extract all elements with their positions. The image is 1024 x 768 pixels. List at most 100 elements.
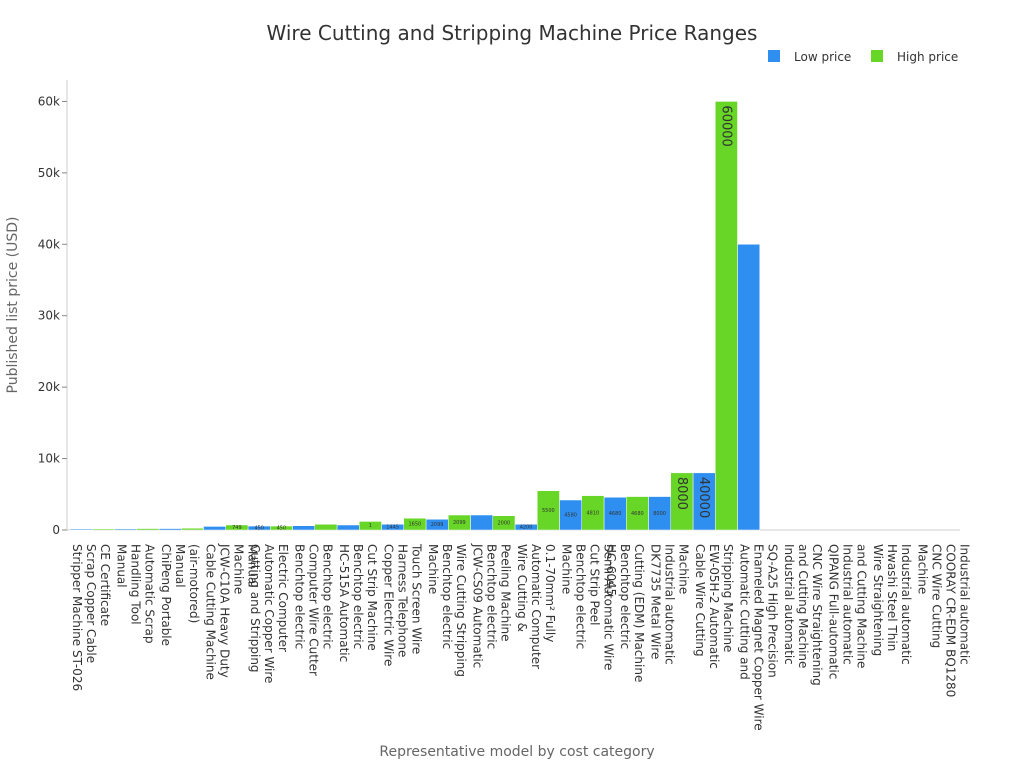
x-category-label: Manual bbox=[115, 544, 129, 588]
x-category-label: QIPANG Full-automatic bbox=[827, 544, 841, 679]
x-category-label: HC-6045 bbox=[604, 544, 618, 596]
low-price-data-label: 8000 bbox=[653, 511, 666, 517]
x-category-label: DK7735 Metal Wire bbox=[649, 544, 663, 659]
y-tick-label: 40k bbox=[38, 237, 60, 251]
low-price-bar bbox=[158, 528, 182, 531]
x-category-label: Stripper Machine ST-026 bbox=[70, 544, 84, 691]
high-price-bar bbox=[136, 528, 160, 531]
high-price-bar bbox=[715, 101, 738, 531]
low-price-bar bbox=[69, 529, 93, 531]
x-axis-labels: Stripper Machine ST-026 Scrap Copper Cabl… bbox=[70, 543, 972, 731]
x-category-label: Electric Computer bbox=[276, 544, 290, 652]
high-price-bar bbox=[181, 527, 204, 531]
x-category-label: Cut Strip Peel bbox=[588, 544, 602, 625]
x-category-label: Handling Tool bbox=[129, 544, 143, 625]
low-price-data-label: 4680 bbox=[609, 511, 622, 517]
high-price-data-label: 8000 bbox=[674, 477, 689, 510]
low-price-data-label: 4580 bbox=[564, 513, 577, 519]
y-tick-label: 30k bbox=[38, 309, 60, 323]
x-category-label: Cutting and Stripping bbox=[248, 544, 262, 673]
x-category-label: Automatic Copper Wire bbox=[262, 544, 276, 683]
legend-swatch-high bbox=[871, 50, 883, 62]
x-category-label: Machine bbox=[916, 544, 930, 594]
x-category-label: Cable Wire Cutting bbox=[693, 544, 707, 657]
x-category-label: (air-motored) bbox=[187, 544, 201, 623]
legend-label-low: Low price bbox=[794, 50, 851, 64]
x-category-label: Benchtop electric bbox=[351, 544, 365, 649]
low-price-data-label: 1445 bbox=[386, 525, 399, 531]
x-category-label: Automatic Cutting and bbox=[738, 544, 752, 680]
x-category-label: Industrial automatic bbox=[958, 544, 972, 665]
x-category-label: Scrap Copper Cable bbox=[84, 544, 98, 663]
high-price-data-label: 5500 bbox=[542, 508, 555, 514]
x-category-label: JCW-C10A Heavy Duty bbox=[218, 543, 232, 678]
x-category-label: Automatic Scrap bbox=[143, 544, 157, 643]
high-price-data-label: 60000 bbox=[718, 105, 733, 146]
y-tick-label: 50k bbox=[38, 166, 60, 180]
low-price-bar bbox=[114, 528, 137, 531]
x-category-label: Industrial automatic bbox=[899, 544, 913, 665]
low-price-bar bbox=[203, 526, 226, 531]
x-category-label: Hwashi Steel Thin bbox=[885, 544, 899, 651]
low-price-data-label: 2099 bbox=[431, 522, 444, 528]
low-price-bar bbox=[470, 514, 493, 531]
x-category-label: Stripping Machine bbox=[721, 544, 735, 652]
high-price-data-label: 4810 bbox=[587, 510, 600, 516]
y-axis-ticks: 0 10k 20k 30k 40k 50k 60k bbox=[38, 94, 67, 537]
low-price-data-label: 40000 bbox=[696, 477, 711, 518]
high-price-data-label: 4680 bbox=[631, 511, 644, 517]
x-category-label: Wire Straightening bbox=[871, 544, 885, 656]
x-category-label: Touch Screen Wire bbox=[410, 543, 424, 654]
x-category-label: Industrial automatic bbox=[841, 544, 855, 665]
low-price-data-label: 450 bbox=[254, 526, 264, 532]
x-category-label: Computer Wire Cutter bbox=[307, 544, 321, 676]
x-category-label: Benchtop electric bbox=[293, 544, 307, 649]
chart-title: Wire Cutting and Stripping Machine Price… bbox=[267, 21, 758, 45]
x-category-label: COORAY CR-EDM BQ1280 bbox=[944, 544, 958, 697]
x-category-label: Industrial automatic bbox=[663, 544, 677, 665]
high-price-data-label: 749 bbox=[232, 525, 242, 531]
x-category-label: Semi-Automatic Wire bbox=[602, 544, 616, 670]
x-category-label: Industrial automatic bbox=[782, 544, 796, 665]
x-category-label: CE Certificate bbox=[98, 544, 112, 626]
x-category-label: Manual bbox=[246, 544, 260, 588]
x-category-label: Cutting (EDM) Machine bbox=[632, 544, 646, 682]
y-tick-label: 60k bbox=[38, 94, 60, 108]
x-category-label: Wire Cutting Stripping bbox=[454, 544, 468, 677]
x-category-label: ChiPeng Portable bbox=[159, 544, 173, 646]
x-category-label: Benchtop electric bbox=[440, 544, 454, 649]
bars: 450 1445 2099 4200 4580 4680 8000 40000 749 450 1 1… bbox=[69, 101, 760, 532]
x-category-label: JCW-CS09 Automatic bbox=[471, 543, 485, 668]
x-category-label: Benchtop electric bbox=[618, 544, 632, 649]
low-price-bar bbox=[737, 244, 760, 531]
high-price-bar bbox=[448, 514, 471, 531]
x-category-label: Harness Telephone bbox=[396, 544, 410, 657]
x-category-label: Peeling Machine bbox=[499, 544, 513, 642]
x-category-label: Machine bbox=[677, 544, 691, 594]
high-price-data-label: 1650 bbox=[409, 522, 422, 528]
y-tick-label: 10k bbox=[38, 452, 60, 466]
x-category-label: Manual bbox=[173, 544, 187, 588]
low-price-data-label: 4200 bbox=[520, 525, 533, 531]
x-axis-title: Representative model by cost category bbox=[379, 744, 654, 760]
x-category-label: HC-515A Automatic bbox=[337, 544, 351, 662]
x-category-label: and Cutting Machine bbox=[796, 544, 810, 668]
high-price-bar bbox=[314, 524, 338, 531]
legend-label-high: High price bbox=[897, 50, 958, 64]
x-category-label: CNC Wire Cutting bbox=[930, 544, 944, 648]
x-category-label: 0.1-70mm² Fully bbox=[543, 544, 557, 642]
high-price-bar bbox=[670, 472, 694, 531]
x-category-label: Cut Strip Machine bbox=[365, 544, 379, 651]
legend-swatch-low bbox=[768, 50, 780, 62]
x-category-label: Machine bbox=[426, 544, 440, 594]
x-category-label: EW-05H-2 Automatic bbox=[707, 544, 721, 669]
high-price-data-label: 2099 bbox=[453, 520, 466, 526]
high-price-data-label: 450 bbox=[277, 526, 287, 532]
low-price-bar bbox=[336, 524, 360, 531]
x-category-label: Benchtop electric bbox=[574, 544, 588, 649]
x-category-label: Cable Cutting Machine bbox=[204, 544, 218, 680]
high-price-bar bbox=[270, 525, 293, 531]
high-price-bar bbox=[537, 490, 560, 531]
